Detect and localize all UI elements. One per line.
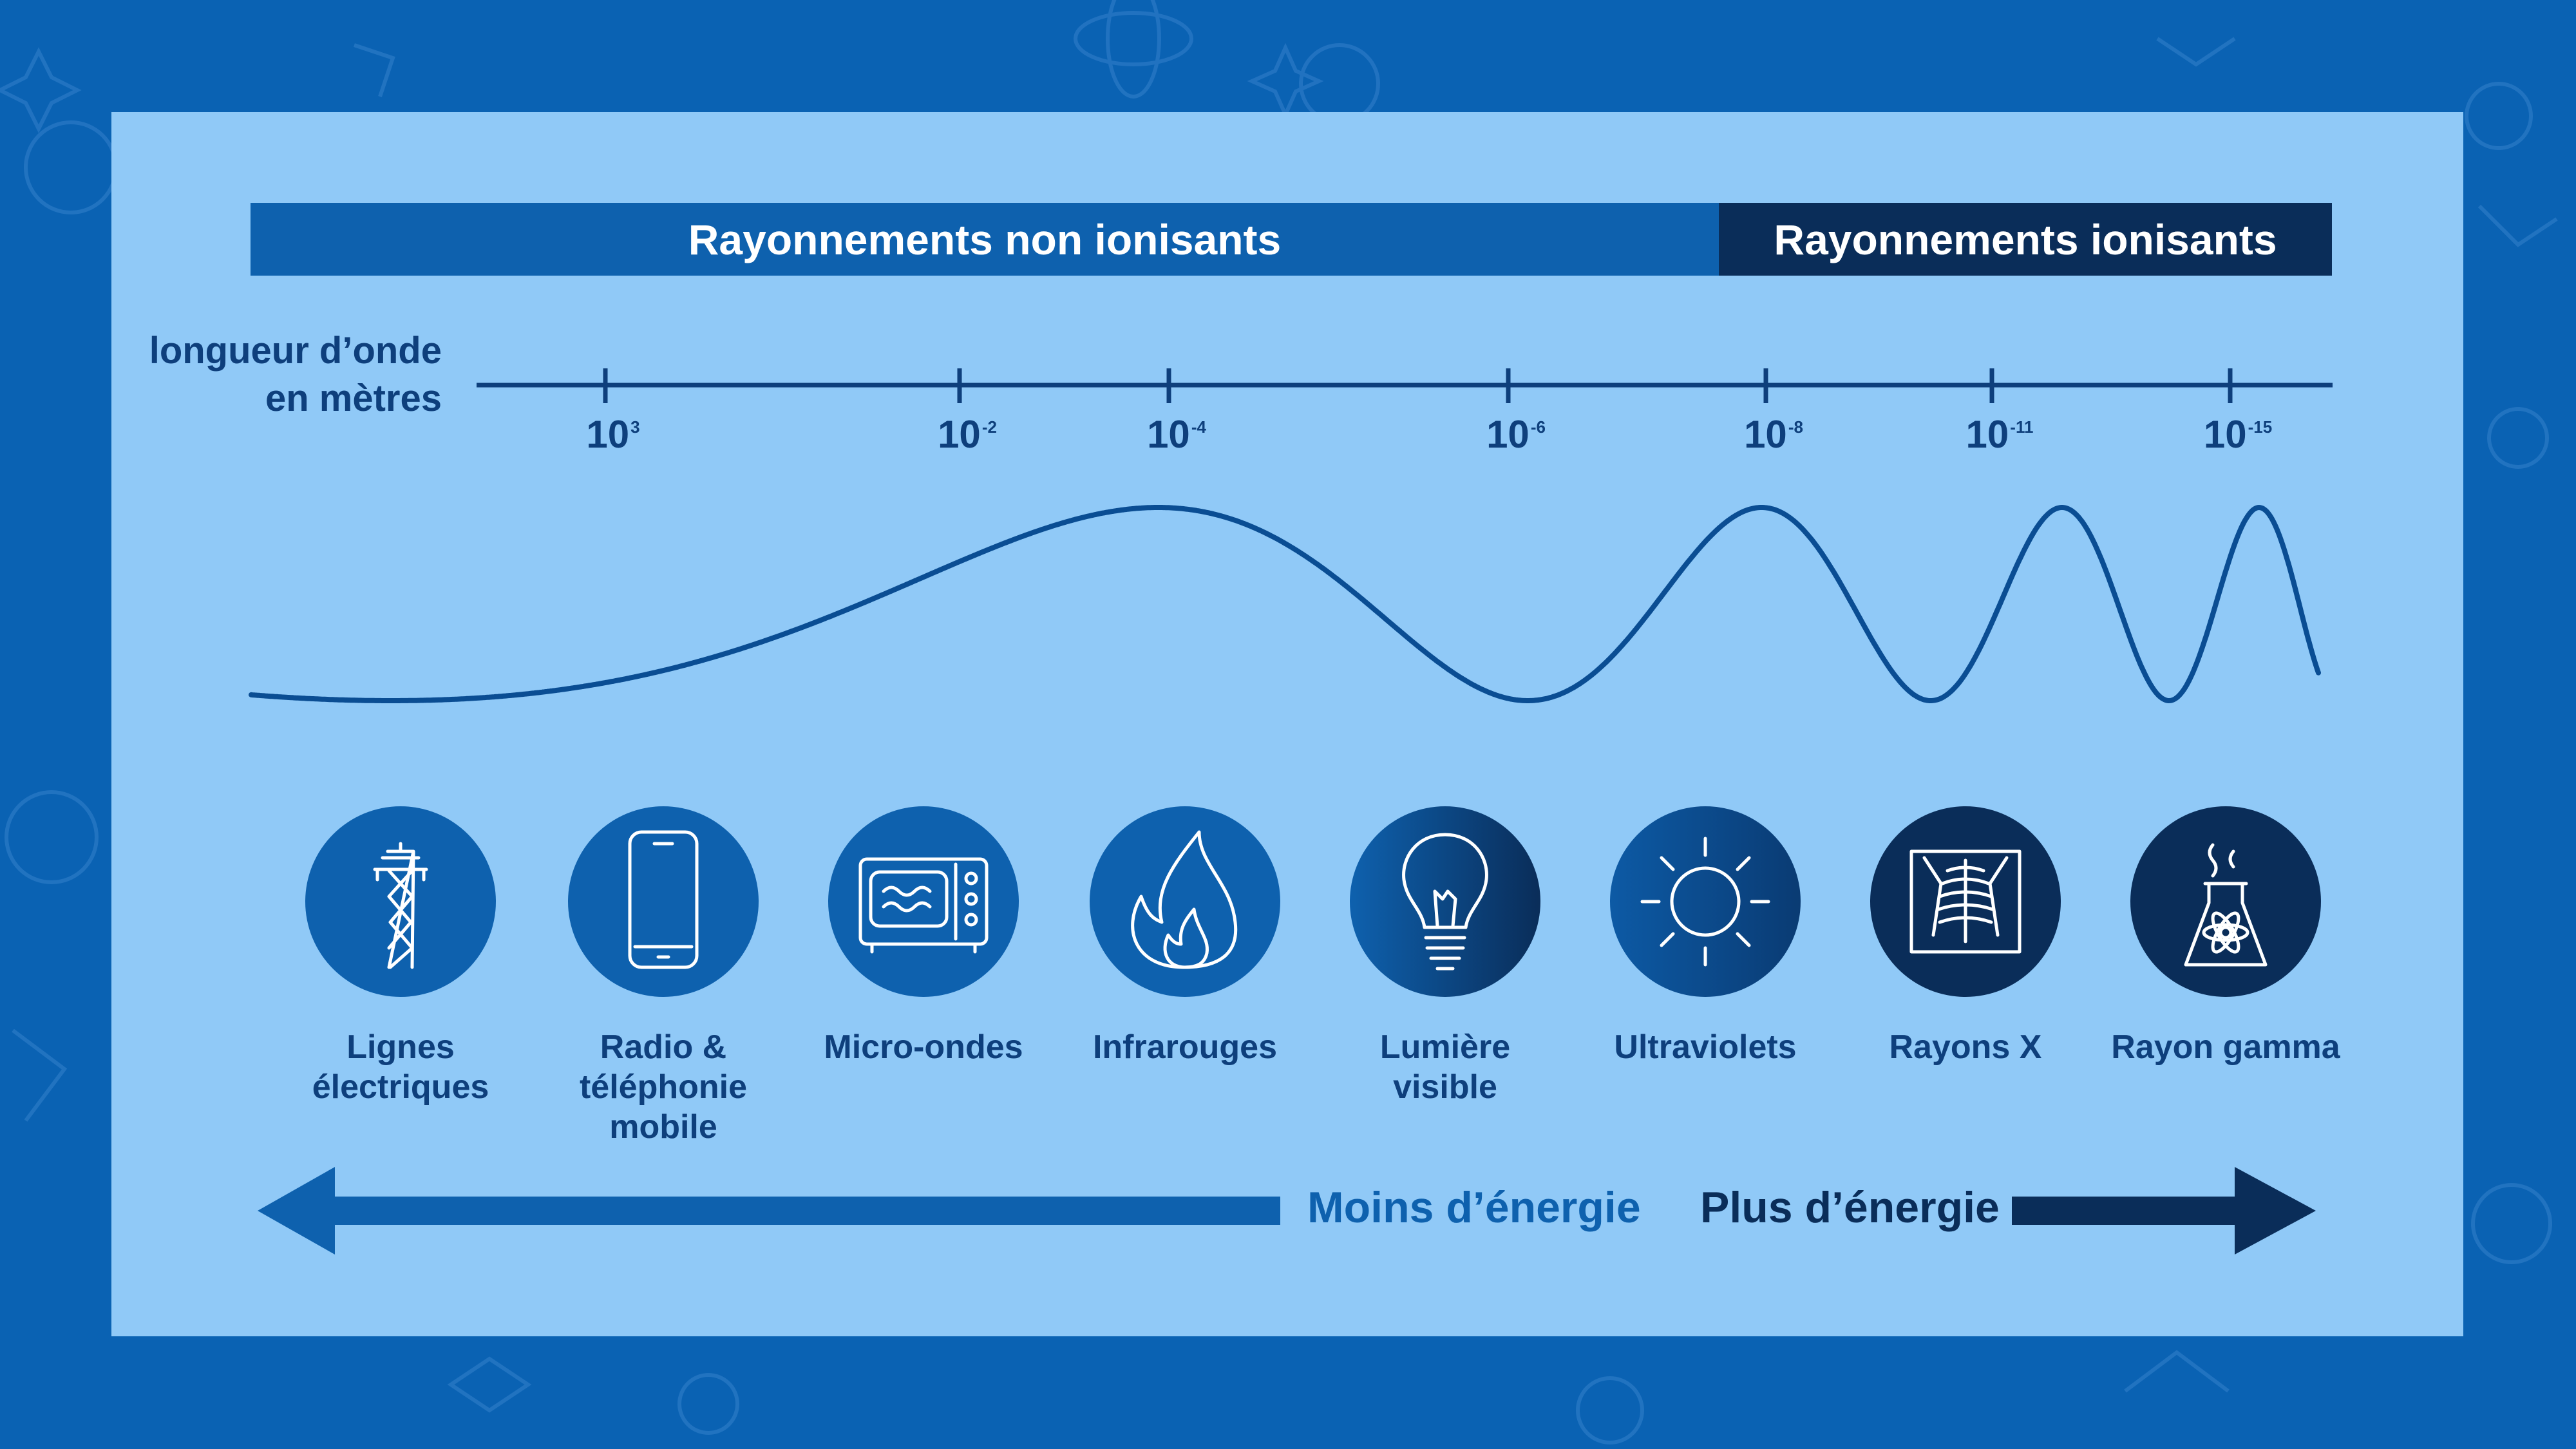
caption-line: Ultraviolets	[1614, 1028, 1797, 1066]
category-caption: Radio & téléphonie mobile	[528, 1027, 799, 1147]
ionizing-band: Rayonnements ionisants	[1719, 203, 2332, 276]
category-icon-circle	[828, 806, 1019, 997]
caption-line: Infrarouges	[1092, 1028, 1278, 1066]
more-energy-label: Plus d’énergie	[1700, 1183, 2000, 1232]
category-caption: Ultraviolets	[1570, 1027, 1841, 1067]
caption-line: Micro-ondes	[824, 1028, 1023, 1066]
electromagnetic-wave	[249, 504, 2321, 704]
power-pylon-icon	[305, 806, 496, 997]
category-caption: Rayons X	[1830, 1027, 2101, 1067]
wavelength-axis-label: longueur d’onde en mètres	[129, 327, 442, 422]
caption-line: électriques	[312, 1068, 489, 1106]
light-bulb-icon	[1350, 806, 1540, 997]
category-icon-circle	[1350, 806, 1540, 997]
flame-icon	[1090, 806, 1280, 997]
less-energy-label: Moins d’énergie	[1307, 1183, 1641, 1232]
non-ionizing-label: Rayonnements non ionisants	[688, 215, 1282, 263]
non-ionizing-band: Rayonnements non ionisants	[251, 203, 1719, 276]
tick-label: 10-11	[1965, 413, 2034, 456]
wavelength-label-line2: en mètres	[265, 377, 442, 419]
arrow-left-icon	[258, 1167, 1280, 1255]
tick-label: 10-2	[938, 413, 997, 456]
category-icon-circle	[1090, 806, 1280, 997]
arrow-right-icon	[2012, 1167, 2316, 1255]
sun-icon	[1610, 806, 1801, 997]
category-icon-circle	[1870, 806, 2061, 997]
microwave-icon	[828, 806, 1019, 997]
tick-label: 10-8	[1744, 413, 1803, 456]
category-icon-circle	[2130, 806, 2321, 997]
tick-label: 10-4	[1147, 413, 1206, 456]
ionizing-label: Rayonnements ionisants	[1774, 215, 2277, 263]
caption-line: Rayon gamma	[2111, 1028, 2340, 1066]
nuclear-plant-icon	[2130, 806, 2321, 997]
caption-line: Radio &	[600, 1028, 727, 1066]
caption-line: Lignes	[346, 1028, 455, 1066]
x-ray-chest-icon	[1870, 806, 2061, 997]
tick-label: 10-15	[2203, 413, 2273, 456]
caption-line: téléphonie mobile	[579, 1068, 748, 1146]
caption-line: visible	[1393, 1068, 1497, 1106]
smartphone-icon	[568, 806, 759, 997]
category-icon-circle	[305, 806, 496, 997]
caption-line: Lumière	[1379, 1028, 1511, 1066]
tick-label: 103	[586, 413, 640, 456]
wavelength-label-line1: longueur d’onde	[149, 330, 442, 372]
tick-label: 10-6	[1486, 413, 1546, 456]
category-caption: Lumière visible	[1310, 1027, 1580, 1107]
category-icon-circle	[1610, 806, 1801, 997]
category-icon-circle	[568, 806, 759, 997]
caption-line: Rayons X	[1889, 1028, 2042, 1066]
category-caption: Infrarouges	[1050, 1027, 1320, 1067]
spectrum-panel	[111, 112, 2463, 1336]
category-caption: Lignes électriques	[265, 1027, 536, 1107]
category-caption: Micro-ondes	[788, 1027, 1059, 1067]
category-caption: Rayon gamma	[2090, 1027, 2361, 1067]
